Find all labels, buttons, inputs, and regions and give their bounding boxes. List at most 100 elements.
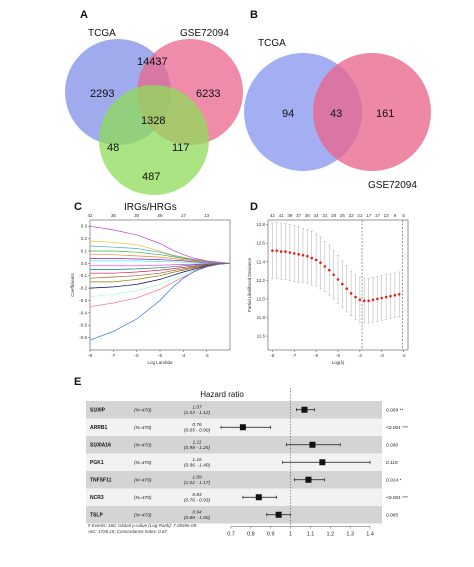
forest-p-label: 0.118 [386, 460, 398, 466]
forest-n-label: (N=470) [134, 425, 152, 431]
venn-a: TCGA GSE72094 IRGs/HRGs 2293 6233 14437 … [65, 28, 243, 213]
d-y-tick-label: 11.8 [257, 315, 266, 320]
forest-row-bg [86, 401, 382, 419]
forest-hr-marker [309, 441, 316, 448]
d-y-tick-label: 12.8 [256, 222, 265, 227]
panel-d-cross-validation: -8 -7 -6 -5 -4 -3 -2 11.6 11.8 12.0 12.2 12.4 12.6 12… [247, 213, 409, 365]
cv-point [389, 294, 392, 298]
d-top-tick-label: 37 [296, 213, 302, 218]
cv-point [284, 250, 287, 253]
panel-e-forest-plot: Hazard ratio S100P (N=470) 1.07(1.03 - 1.1… [86, 388, 408, 538]
venn-a-value-irg: 487 [142, 171, 160, 183]
cv-point [319, 261, 322, 265]
venn-a-value-tcga: 2293 [90, 88, 114, 100]
c-x-tick-label: -5 [158, 353, 162, 358]
forest-x-tick-label: 1 [289, 532, 292, 538]
venn-a-value-all: 1328 [141, 115, 165, 127]
d-x-tick-label: -5 [336, 353, 340, 358]
forest-n-label: (N=470) [134, 460, 152, 466]
cv-point [354, 295, 357, 299]
c-ylabel: Coefficients [70, 273, 75, 297]
c-top-tick-label: 13 [204, 213, 210, 218]
forest-row-bg [86, 453, 382, 471]
cv-point [358, 298, 362, 302]
forest-n-label: (N=470) [134, 495, 152, 501]
d-top-tick-label: 25 [340, 213, 346, 218]
forest-hr-label: 1.16 [192, 457, 202, 463]
forest-hr-marker [301, 406, 308, 413]
cv-point [341, 282, 344, 286]
d-top-tick-label: 41 [279, 213, 285, 218]
panel-d-marks [271, 220, 403, 350]
cv-point [292, 252, 296, 255]
d-x-tick-label: -7 [292, 353, 296, 358]
c-top-tick-label: 30 [134, 213, 140, 218]
forest-n-label: (N=470) [134, 443, 152, 449]
forest-hr-label: 0.94 [192, 510, 202, 516]
cv-point [345, 287, 349, 291]
d-top-tick-label: 28 [331, 213, 337, 218]
forest-ci-label: (0.65 - 0.90) [184, 427, 211, 433]
cv-point [376, 297, 379, 301]
c-x-tick-label: -6 [135, 353, 139, 358]
d-top-tick-label: 9 [394, 213, 397, 218]
forest-n-label: (N=470) [134, 478, 152, 484]
d-top-tick-label: 17 [375, 213, 381, 218]
c-y-tick-label: 0.0 [81, 261, 88, 266]
venn-a-set-tcga: TCGA [88, 28, 116, 39]
panel-label-c: C [74, 201, 82, 213]
cv-point [279, 250, 283, 253]
d-top-tick-label: 13 [384, 213, 390, 218]
forest-hr-label: 1.09 [192, 475, 202, 481]
cv-point [314, 258, 318, 262]
d-y-tick-label: 12.6 [256, 241, 265, 246]
cv-point [271, 249, 274, 252]
c-x-tick-label: -8 [88, 353, 92, 358]
venn-b-value-gse: 161 [376, 108, 394, 120]
forest-hr-marker [239, 424, 246, 431]
forest-gene-label: PGK1 [90, 460, 104, 466]
forest-p-label: <0.001 *** [386, 495, 408, 501]
venn-b: TCGA GSE72094 94 43 161 [244, 38, 431, 191]
cv-point [367, 299, 370, 303]
panel-label-b: B [250, 9, 258, 21]
forest-rows: S100P (N=470) 1.07(1.03 - 1.12) 0.009 ** ARR… [86, 401, 408, 524]
c-x-tick-label: -7 [111, 353, 115, 358]
cv-point [336, 278, 340, 281]
d-top-tick-label: 34 [314, 213, 320, 218]
forest-ci-label: (0.98 - 1.25) [184, 445, 211, 451]
forest-row-bg [86, 436, 382, 454]
d-top-tick-label: 21 [357, 213, 363, 218]
forest-hr-marker [275, 511, 282, 518]
forest-x-tick-label: 1.3 [346, 532, 354, 538]
coef-line [89, 225, 231, 264]
c-y-tick-label: -0.2 [79, 286, 87, 291]
forest-n-label: (N=470) [134, 513, 152, 519]
coef-line [89, 262, 231, 298]
forest-hr-label: 1.11 [193, 440, 202, 446]
d-top-tick-label: 5 [402, 213, 405, 218]
venn-a-value-tcga-irg: 48 [107, 142, 119, 154]
d-x-tick-label: -4 [358, 353, 362, 358]
forest-p-label: 0.009 ** [386, 408, 403, 414]
c-y-tick-label: 0.2 [81, 236, 88, 241]
coef-line [89, 262, 231, 341]
panel-c-axes: -8 -7 -6 -5 -4 -3 -0.6 -0.5 -0.4 -0.3 -0.2 -0.1 0.0 0… [70, 213, 210, 365]
venn-a-circle-irg [99, 85, 209, 195]
cv-point [393, 293, 397, 297]
forest-ci-label: (0.76 - 0.93) [184, 497, 211, 503]
c-y-tick-label: -0.5 [79, 323, 87, 328]
forest-gene-label: TSLP [90, 513, 103, 519]
forest-x-tick-label: 0.8 [247, 532, 255, 538]
cv-point [301, 253, 305, 257]
panel-label-e: E [74, 376, 81, 388]
forest-gene-label: ARRB1 [90, 425, 107, 431]
c-top-tick-label: 26 [157, 213, 163, 218]
forest-row-bg [86, 471, 382, 489]
forest-ci-label: (1.03 - 1.12) [184, 410, 211, 416]
d-top-tick-label: 39 [287, 213, 293, 218]
forest-hr-label: 0.84 [192, 492, 202, 498]
forest-hr-marker [255, 494, 262, 501]
forest-gene-label: S100A16 [90, 443, 111, 449]
forest-gene-label: TNFSF11 [90, 478, 112, 484]
